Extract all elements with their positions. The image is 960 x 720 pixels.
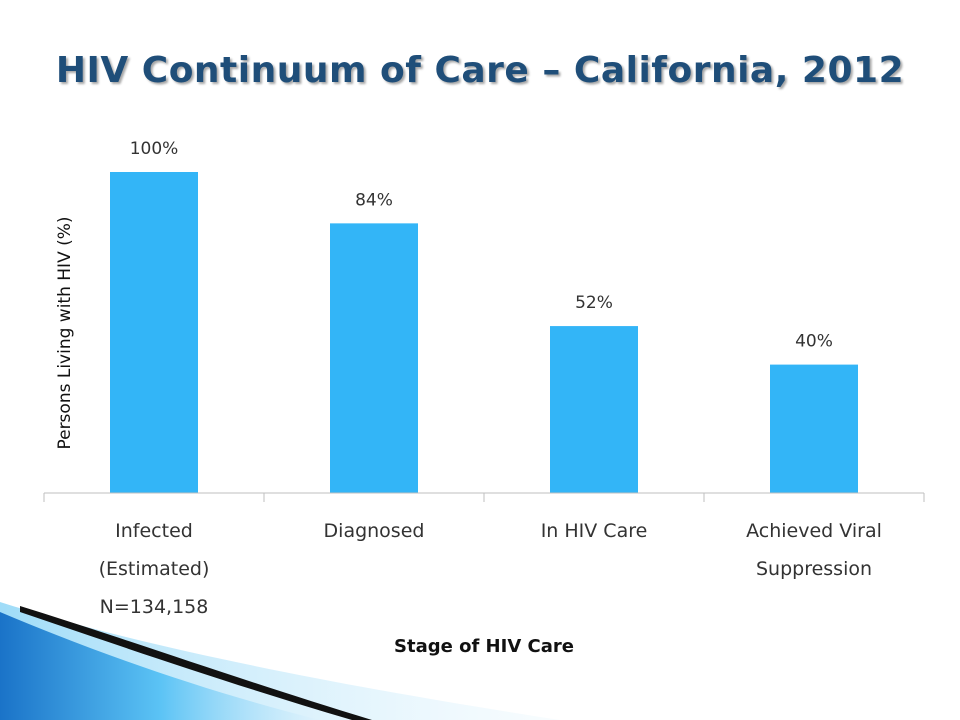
category-labels-group: Infected (Estimated) N=134,158 Diagnosed In … bbox=[99, 520, 882, 618]
category-label: (Estimated) bbox=[99, 558, 210, 580]
x-axis-label: Stage of HIV Care bbox=[394, 636, 574, 657]
bar bbox=[550, 326, 638, 493]
category-label: Achieved Viral bbox=[746, 520, 882, 542]
category-label: In HIV Care bbox=[541, 520, 648, 542]
chart-title: HIV Continuum of Care – California, 2012 bbox=[55, 50, 905, 91]
category-label: Diagnosed bbox=[324, 520, 425, 542]
data-label: 52% bbox=[575, 293, 613, 313]
x-tick-marks bbox=[43, 493, 925, 502]
category-label: N=134,158 bbox=[100, 596, 209, 618]
bars-group bbox=[110, 172, 858, 494]
category-label: Infected bbox=[115, 520, 193, 542]
data-label: 100% bbox=[130, 139, 179, 159]
bar bbox=[330, 223, 418, 494]
data-label: 40% bbox=[795, 332, 833, 352]
bar bbox=[770, 364, 858, 493]
y-axis-label: Persons Living with HIV (%) bbox=[55, 216, 75, 449]
bar bbox=[110, 172, 198, 493]
data-label: 84% bbox=[355, 190, 393, 210]
data-labels-group: 100% 84% 52% 40% bbox=[130, 139, 833, 352]
category-label: Suppression bbox=[756, 558, 872, 580]
